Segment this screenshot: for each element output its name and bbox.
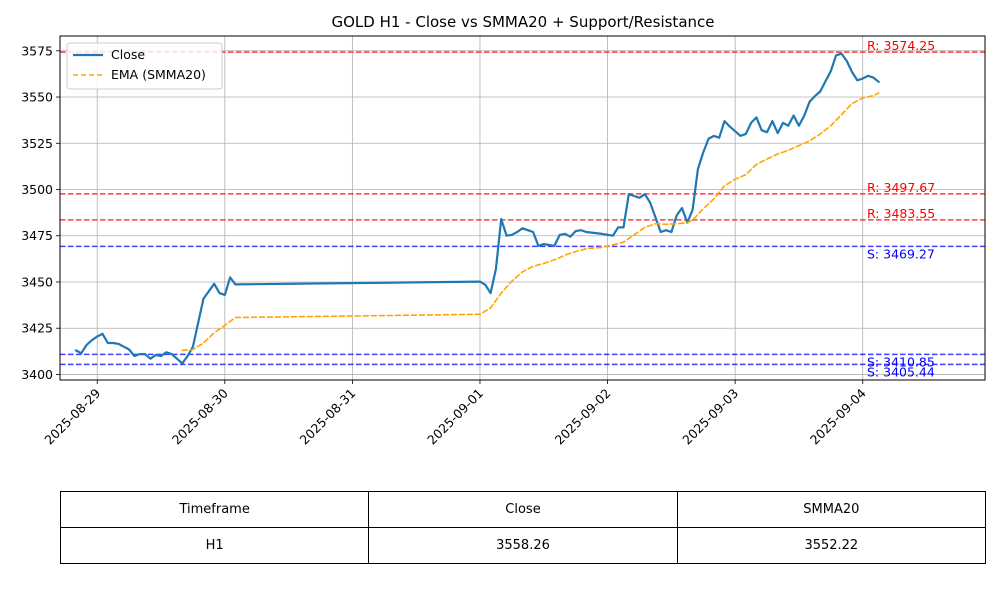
support-label: S: 3410.85 — [867, 354, 935, 369]
x-tick-label: 2025-08-29 — [41, 385, 103, 447]
x-tick-label: 2025-08-31 — [297, 386, 359, 448]
table-cell-smma20: 3552.22 — [676, 527, 987, 564]
level-labels: R: 3574.25 R: 3497.67 R: 3483.55 S: 3469.27… — [867, 38, 935, 379]
y-tick-label: 3575 — [21, 43, 53, 58]
table-cell-timeframe: H1 — [59, 527, 370, 564]
y-tick-label: 3500 — [21, 182, 53, 197]
legend-label-smma: EMA (SMMA20) — [111, 67, 206, 82]
summary-table: Timeframe Close SMMA20 H1 3558.26 3552.2… — [59, 491, 987, 564]
table-row: H1 3558.26 3552.22 — [59, 527, 987, 564]
y-axis: 3400 3425 3450 3475 3500 3525 3550 3575 — [21, 43, 60, 382]
table-header-timeframe: Timeframe — [59, 491, 370, 528]
legend-box — [66, 42, 223, 90]
y-tick-label: 3450 — [21, 274, 53, 289]
legend: Close EMA (SMMA20) — [66, 42, 223, 90]
legend-label-close: Close — [111, 47, 145, 62]
x-axis: 2025-08-29 2025-08-30 2025-08-31 2025-09-01… — [41, 380, 869, 447]
table-header-close: Close — [368, 491, 678, 528]
support-label: S: 3405.44 — [867, 364, 935, 379]
x-tick-label: 2025-09-01 — [424, 386, 486, 448]
plot-frame — [59, 35, 986, 381]
x-tick-label: 2025-09-04 — [807, 385, 869, 447]
series-smma-line — [181, 92, 880, 352]
table-cell-close: 3558.26 — [368, 527, 678, 564]
y-tick-label: 3400 — [21, 367, 53, 382]
x-tick-label: 2025-09-02 — [552, 386, 614, 448]
support-label: S: 3469.27 — [867, 246, 935, 261]
y-tick-label: 3425 — [21, 321, 53, 336]
y-tick-label: 3550 — [21, 90, 53, 105]
y-tick-label: 3525 — [21, 136, 53, 151]
table-header-row: Timeframe Close SMMA20 — [59, 491, 987, 528]
series-lines — [74, 52, 880, 365]
series-close-line — [74, 52, 880, 365]
x-tick-label: 2025-09-03 — [679, 386, 741, 448]
chart-title: GOLD H1 - Close vs SMMA20 + Support/Resi… — [331, 13, 714, 31]
y-tick-label: 3475 — [21, 228, 53, 243]
grid — [60, 36, 985, 380]
table-header-smma20: SMMA20 — [676, 491, 987, 528]
resistance-label: R: 3574.25 — [867, 38, 935, 53]
x-tick-label: 2025-08-30 — [169, 385, 231, 447]
resistance-label: R: 3497.67 — [867, 180, 935, 195]
resistance-label: R: 3483.55 — [867, 206, 935, 221]
